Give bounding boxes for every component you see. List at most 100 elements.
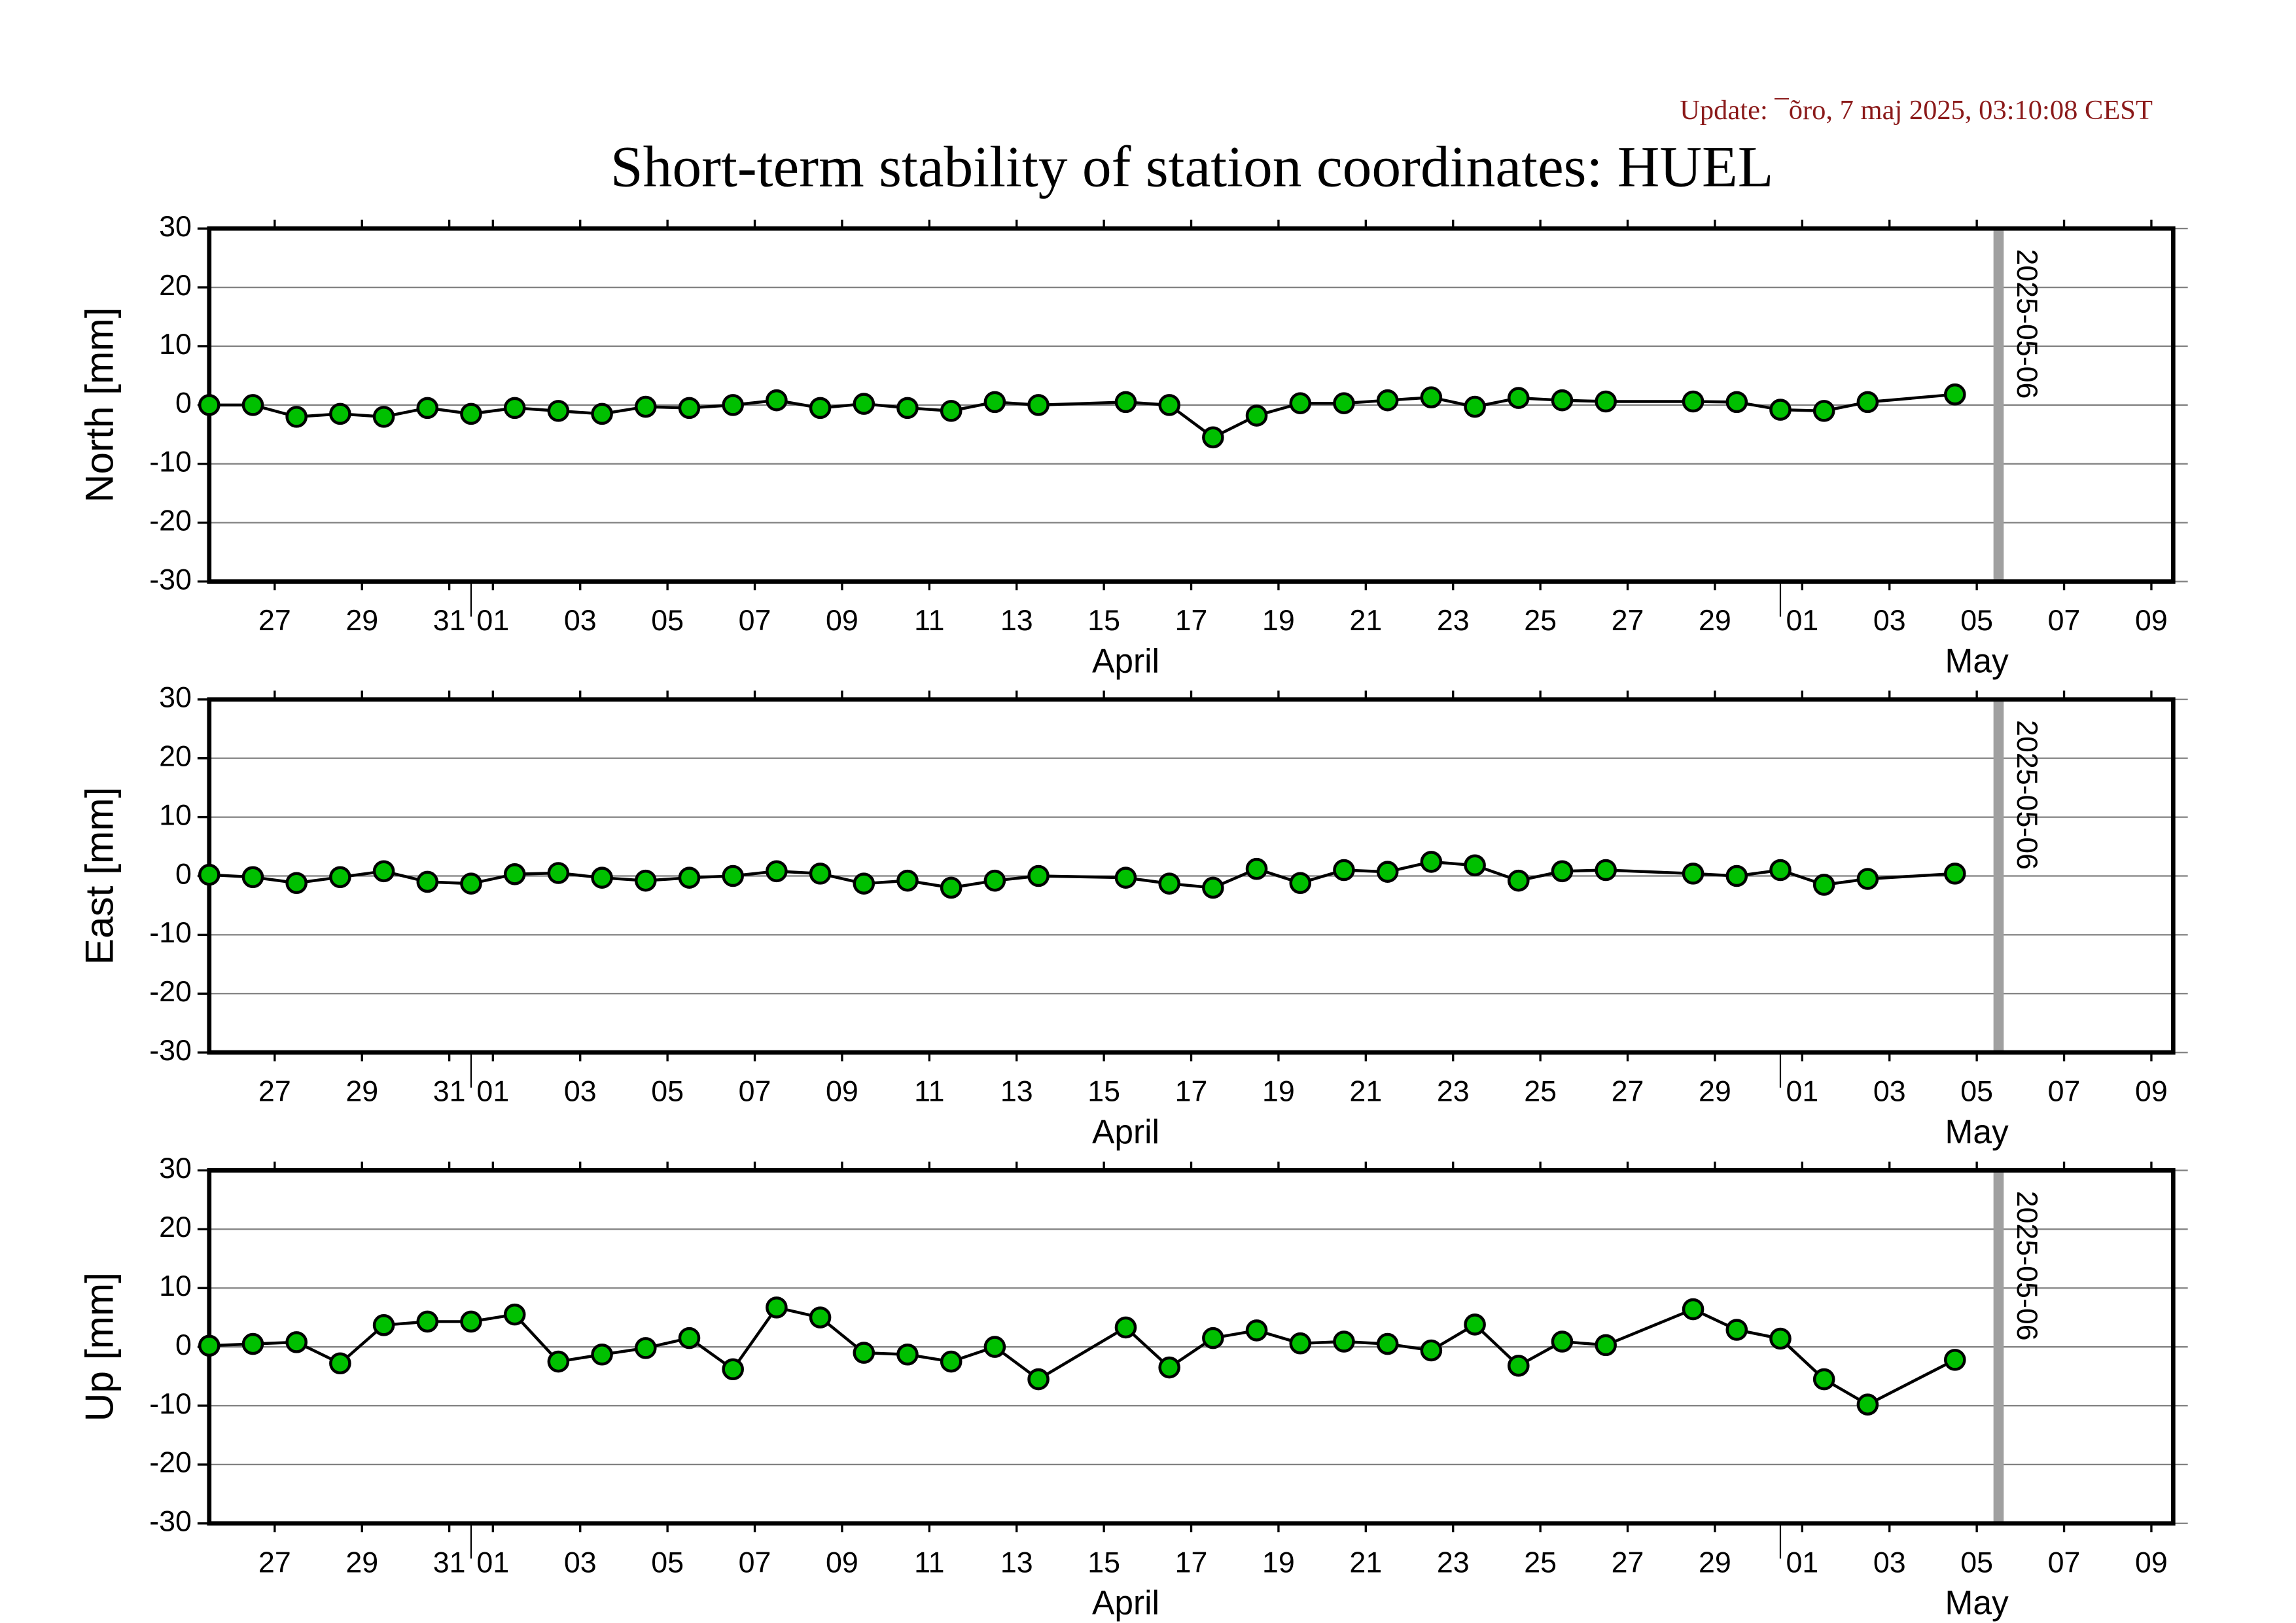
x-tick-label: 01 — [1786, 1075, 1818, 1108]
data-point — [809, 397, 832, 419]
data-point — [591, 402, 613, 425]
x-tick-label: 03 — [564, 604, 597, 637]
y-tick-label: 0 — [175, 857, 192, 890]
data-point — [1333, 1330, 1355, 1353]
x-tick-label: 09 — [2135, 1075, 2168, 1108]
data-point — [198, 1334, 221, 1357]
x-tick-label: 31 — [433, 1075, 466, 1108]
x-tick-label: 09 — [2135, 604, 2168, 637]
x-tick-label: 05 — [651, 1546, 684, 1578]
x-tick-label: 17 — [1175, 604, 1208, 637]
y-tick-label: -10 — [149, 446, 192, 478]
marker-label: 2025-05-06 — [2011, 1191, 2043, 1341]
x-tick-label: 17 — [1175, 1075, 1208, 1108]
data-point — [547, 862, 570, 884]
data-point — [1856, 391, 1879, 414]
data-point — [241, 394, 264, 416]
x-tick-label: 29 — [1699, 604, 1731, 637]
data-point — [1551, 389, 1574, 412]
data-point — [1158, 394, 1180, 416]
data-point — [416, 1310, 439, 1333]
x-tick-label: 23 — [1437, 604, 1470, 637]
data-point — [853, 872, 875, 895]
data-point — [1682, 390, 1704, 413]
data-point — [1856, 868, 1879, 890]
data-point — [460, 872, 482, 895]
data-point — [1245, 1319, 1268, 1342]
data-point — [1333, 859, 1355, 882]
data-point — [1725, 391, 1748, 414]
data-point — [503, 397, 526, 419]
x-tick-label: 01 — [476, 1546, 509, 1578]
x-tick-label: 13 — [1000, 1546, 1033, 1578]
data-point — [460, 402, 482, 425]
y-tick-label: 0 — [175, 1329, 192, 1361]
x-tick-label: 19 — [1262, 604, 1295, 637]
data-point — [634, 1337, 657, 1359]
x-tick-label: 07 — [739, 1546, 771, 1578]
x-tick-label: 29 — [345, 604, 378, 637]
x-tick-label: 01 — [476, 1075, 509, 1108]
x-tick-label: 01 — [1786, 604, 1818, 637]
data-point — [285, 872, 308, 895]
x-tick-label: 03 — [1873, 1075, 1906, 1108]
data-point — [809, 863, 832, 885]
x-tick-label: 07 — [2048, 1546, 2081, 1578]
data-point — [766, 389, 788, 412]
data-point — [1289, 392, 1312, 414]
data-point — [896, 1343, 919, 1366]
data-point — [198, 394, 221, 416]
data-point — [1027, 394, 1050, 416]
x-tick-label: 29 — [345, 1075, 378, 1108]
x-tick-label: 19 — [1262, 1075, 1295, 1108]
month-label: April — [1092, 1584, 1159, 1622]
data-point — [1376, 389, 1399, 412]
data-point — [416, 397, 439, 419]
x-tick-label: 15 — [1087, 1075, 1120, 1108]
data-point — [1943, 1349, 1966, 1371]
data-point — [1464, 395, 1486, 418]
data-point — [634, 869, 657, 892]
data-point — [766, 860, 788, 883]
x-tick-label: 09 — [826, 1075, 858, 1108]
x-tick-label: 05 — [651, 604, 684, 637]
data-point — [372, 860, 395, 883]
data-point — [1595, 859, 1617, 882]
data-point — [678, 397, 701, 419]
data-point — [1507, 387, 1530, 409]
data-point — [503, 1303, 526, 1326]
data-point — [678, 866, 701, 889]
x-tick-label: 27 — [258, 1546, 291, 1578]
x-tick-label: 09 — [826, 604, 858, 637]
x-tick-label: 11 — [914, 604, 944, 637]
x-tick-label: 29 — [1699, 1075, 1731, 1108]
data-point — [591, 866, 613, 889]
y-tick-label: 0 — [175, 387, 192, 419]
y-tick-label: -20 — [149, 505, 192, 537]
data-point — [1682, 863, 1704, 885]
x-tick-label: 07 — [739, 1075, 771, 1108]
figure-title: Short-term stability of station coordina… — [610, 135, 1774, 200]
data-point — [1769, 1327, 1792, 1350]
x-tick-label: 27 — [258, 604, 291, 637]
data-point — [1551, 1330, 1574, 1353]
x-tick-label: 09 — [2135, 1546, 2168, 1578]
data-point — [1812, 1368, 1835, 1391]
y-tick-label: 30 — [159, 1152, 192, 1185]
data-point — [1507, 1355, 1530, 1377]
data-point — [1158, 1356, 1180, 1379]
month-label: May — [1945, 642, 2009, 680]
data-point — [1769, 399, 1792, 421]
x-tick-label: 01 — [1786, 1546, 1818, 1578]
y-tick-label: -10 — [149, 1387, 192, 1420]
data-point — [1943, 863, 1966, 885]
x-tick-label: 25 — [1524, 604, 1557, 637]
x-tick-label: 03 — [564, 1546, 597, 1578]
data-point — [1595, 1334, 1617, 1357]
y-tick-label: -20 — [149, 1446, 192, 1479]
data-point — [722, 394, 744, 416]
y-tick-label: 30 — [159, 681, 192, 714]
data-point — [1769, 859, 1792, 882]
marker-label: 2025-05-06 — [2011, 249, 2043, 399]
